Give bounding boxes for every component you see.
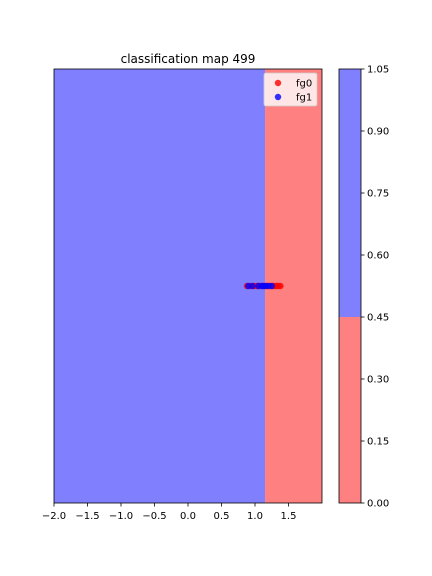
x-tick-label: 0.5 xyxy=(214,511,230,522)
colorbar-level-0 xyxy=(339,317,361,503)
x-tick-label: −1.5 xyxy=(75,511,99,522)
colorbar-tick-label: 1.05 xyxy=(367,65,389,76)
colorbar: 0.00 0.15 0.30 0.45 0.60 0.75 0.90 1.05 xyxy=(338,65,389,510)
legend-label-fg1: fg1 xyxy=(296,93,312,104)
legend-marker-fg0 xyxy=(274,79,282,87)
decision-region-0 xyxy=(54,69,266,503)
colorbar-tick-label: 0.75 xyxy=(367,189,389,200)
colorbar-tick-label: 0.00 xyxy=(367,499,389,510)
x-tick-label: 1.0 xyxy=(247,511,263,522)
x-tick-label: 1.5 xyxy=(281,511,297,522)
colorbar-frame xyxy=(338,68,362,504)
legend-label-fg0: fg0 xyxy=(296,79,312,90)
colorbar-tick-label: 0.15 xyxy=(367,437,389,448)
colorbar-tick-label: 0.30 xyxy=(367,375,389,386)
x-tick-label: 0.0 xyxy=(180,511,196,522)
chart-title: classification map 499 xyxy=(121,52,256,66)
point-fg1-7 xyxy=(268,282,275,290)
x-tick-label: −0.5 xyxy=(142,511,166,522)
x-tick-label: −1.0 xyxy=(109,511,133,522)
legend-marker-fg1 xyxy=(274,93,282,101)
colorbar-tick-label: 0.60 xyxy=(367,251,389,262)
point-fg1-1 xyxy=(249,282,256,290)
point-fg0-13 xyxy=(277,282,284,290)
colorbar-tick-label: 0.90 xyxy=(367,127,389,138)
x-tick-label: −2.0 xyxy=(42,511,66,522)
colorbar-level-1 xyxy=(339,69,361,317)
colorbar-tick-label: 0.45 xyxy=(367,313,389,324)
